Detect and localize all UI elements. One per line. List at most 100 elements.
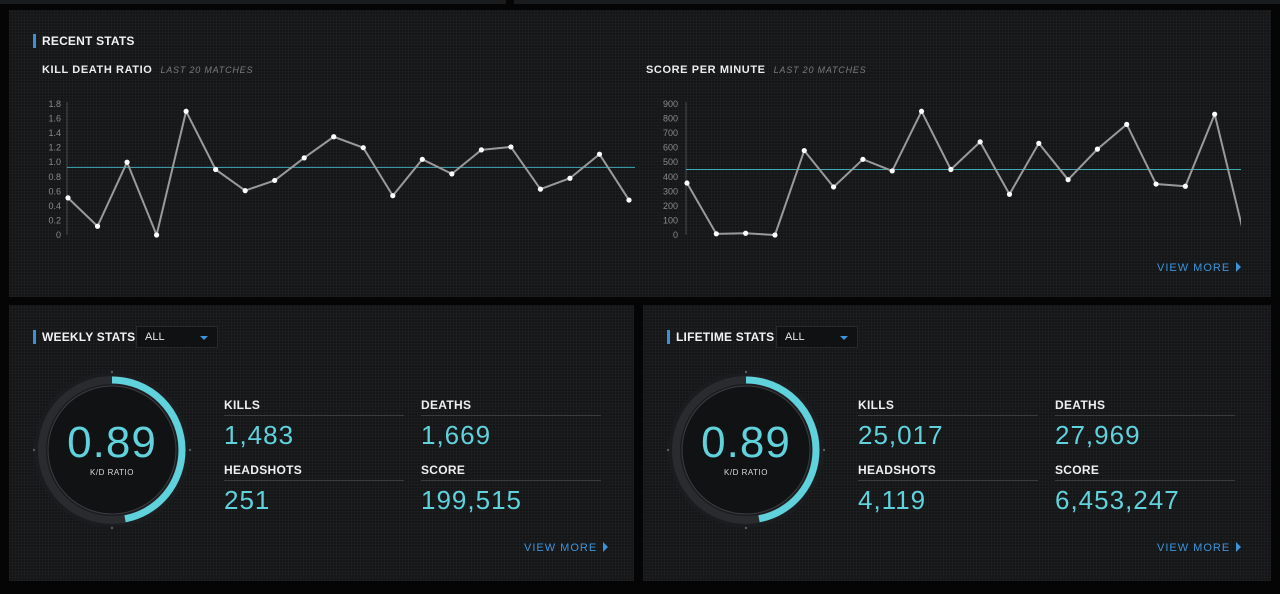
kd-y-tick-label: 1.4 — [48, 128, 61, 138]
lifetime-kd-label: K/D RATIO — [724, 468, 768, 477]
kd-data-point — [331, 134, 337, 140]
lifetime-score-stat: SCORE 6,453,247 — [1055, 463, 1235, 514]
kd-y-tick-label: 1.6 — [48, 114, 61, 124]
kd-data-point — [537, 186, 544, 192]
spm-data-point — [889, 168, 895, 174]
caret-down-icon — [840, 336, 848, 340]
recent-view-more-label: VIEW MORE — [1157, 262, 1231, 274]
weekly-score-stat: SCORE 199,515 — [421, 463, 601, 514]
kd-data-point — [567, 175, 573, 181]
gauge-tick-dot — [744, 526, 748, 530]
caret-right-icon — [1236, 262, 1242, 272]
kd-data-point — [419, 156, 425, 162]
kd-series-line — [67, 110, 630, 236]
kd-data-point — [390, 193, 396, 199]
gauge-inner-disc — [47, 385, 177, 515]
spm-data-point — [1094, 146, 1101, 152]
spm-y-tick-label: 100 — [663, 215, 678, 225]
lifetime-headshots-stat: HEADSHOTS 4,119 — [858, 463, 1038, 514]
spm-data-point — [860, 156, 866, 162]
caret-right-icon — [603, 542, 609, 552]
spm-y-tick-label: 600 — [663, 143, 678, 153]
weekly-view-more-link[interactable]: VIEW MORE — [524, 542, 609, 554]
kd-data-point — [272, 177, 278, 184]
spm-data-point — [830, 184, 837, 190]
gauge-tick-dot — [744, 370, 748, 374]
kd-chart-title-text: KILL DEATH RATIO — [42, 64, 153, 76]
kd-y-tick-label: 1.2 — [48, 143, 61, 153]
kd-data-point — [508, 144, 514, 150]
lifetime-view-more-link[interactable]: VIEW MORE — [1157, 542, 1242, 554]
recent-stats-panel: RECENT STATS KILL DEATH RATIO LAST 20 MAT… — [9, 10, 1271, 297]
lifetime-score-label: SCORE — [1055, 463, 1235, 481]
kd-y-tick-label: 0 — [56, 230, 61, 240]
lifetime-headshots-value: 4,119 — [858, 485, 927, 515]
lifetime-filter-dropdown[interactable]: ALL — [776, 326, 858, 348]
spm-data-point — [1036, 140, 1042, 146]
kd-data-point — [94, 223, 101, 229]
kd-y-tick-label: 1.0 — [48, 157, 61, 167]
lifetime-deaths-stat: DEATHS 27,969 — [1055, 398, 1235, 449]
weekly-stats-panel: WEEKLY STATS ALL 0.89 K/D RATIO KILLS 1,… — [9, 305, 634, 581]
spm-data-point — [713, 231, 719, 237]
gauge-inner-disc — [681, 385, 811, 515]
kd-data-point — [596, 151, 603, 157]
gauge-tick-dot — [822, 448, 826, 452]
weekly-headshots-stat: HEADSHOTS 251 — [224, 463, 404, 514]
spm-y-tick-label: 400 — [663, 172, 678, 182]
spm-data-point — [1065, 177, 1071, 183]
weekly-filter-dropdown[interactable]: ALL — [136, 326, 218, 348]
weekly-kd-gauge-ring — [32, 370, 192, 530]
kd-chart-subtitle: LAST 20 MATCHES — [160, 65, 254, 75]
spm-data-point — [772, 232, 778, 238]
weekly-score-value: 199,515 — [421, 485, 522, 515]
spm-data-point — [1006, 191, 1013, 197]
weekly-headshots-label: HEADSHOTS — [224, 463, 404, 481]
lifetime-kd-gauge: 0.89 K/D RATIO — [666, 370, 826, 540]
spm-y-tick-label: 200 — [663, 201, 678, 211]
kd-y-tick-label: 0.8 — [48, 172, 61, 182]
lifetime-stats-panel: LIFETIME STATS ALL 0.89 K/D RATIO KILLS … — [643, 305, 1271, 581]
weekly-kd-label: K/D RATIO — [90, 468, 134, 477]
weekly-stats-title: WEEKLY STATS — [33, 330, 135, 344]
spm-chart-subtitle: LAST 20 MATCHES — [773, 65, 867, 75]
kd-data-point — [301, 155, 307, 161]
top-panel-edge-right — [514, 0, 1280, 4]
kd-data-point — [242, 188, 248, 194]
weekly-kills-value: 1,483 — [224, 420, 295, 450]
weekly-kills-stat: KILLS 1,483 — [224, 398, 404, 449]
weekly-kd-value: 0.89 — [67, 418, 157, 467]
score-per-minute-chart: 0 100 200 300 400 500 600 700 800 900 — [663, 99, 1241, 240]
spm-data-point — [1153, 181, 1159, 187]
spm-series-line — [686, 110, 1241, 236]
spm-data-point — [948, 166, 954, 173]
weekly-filter-value: ALL — [145, 331, 165, 343]
weekly-deaths-label: DEATHS — [421, 398, 601, 416]
lifetime-filter-value: ALL — [785, 331, 805, 343]
lifetime-stats-title: LIFETIME STATS — [667, 330, 774, 344]
top-panel-edge-left — [0, 0, 506, 4]
gauge-tick-dot — [666, 448, 670, 452]
kd-data-point — [449, 171, 455, 177]
kd-data-point — [124, 159, 130, 165]
weekly-headshots-value: 251 — [224, 485, 271, 515]
spm-data-point — [977, 139, 983, 145]
lifetime-kills-stat: KILLS 25,017 — [858, 398, 1038, 449]
spm-data-point — [1124, 121, 1130, 127]
spm-data-point — [1212, 111, 1218, 117]
kd-data-point — [478, 147, 484, 153]
kd-y-tick-label: 0.2 — [48, 215, 61, 225]
kd-ratio-chart: 0 0.2 0.4 0.6 0.8 1.0 1.2 1.4 1.6 1.8 — [48, 99, 635, 240]
weekly-deaths-stat: DEATHS 1,669 — [421, 398, 601, 449]
recent-view-more-link[interactable]: VIEW MORE — [1157, 262, 1242, 274]
gauge-fill-arc — [672, 376, 820, 524]
weekly-view-more-label: VIEW MORE — [524, 542, 598, 554]
spm-data-point — [684, 180, 690, 186]
lifetime-kd-gauge-ring — [666, 370, 826, 530]
spm-data-point — [801, 147, 807, 154]
kd-data-point — [183, 108, 189, 114]
kd-data-point — [65, 195, 71, 201]
spm-y-tick-label: 800 — [663, 114, 678, 124]
lifetime-score-value: 6,453,247 — [1055, 485, 1180, 515]
lifetime-headshots-label: HEADSHOTS — [858, 463, 1038, 481]
